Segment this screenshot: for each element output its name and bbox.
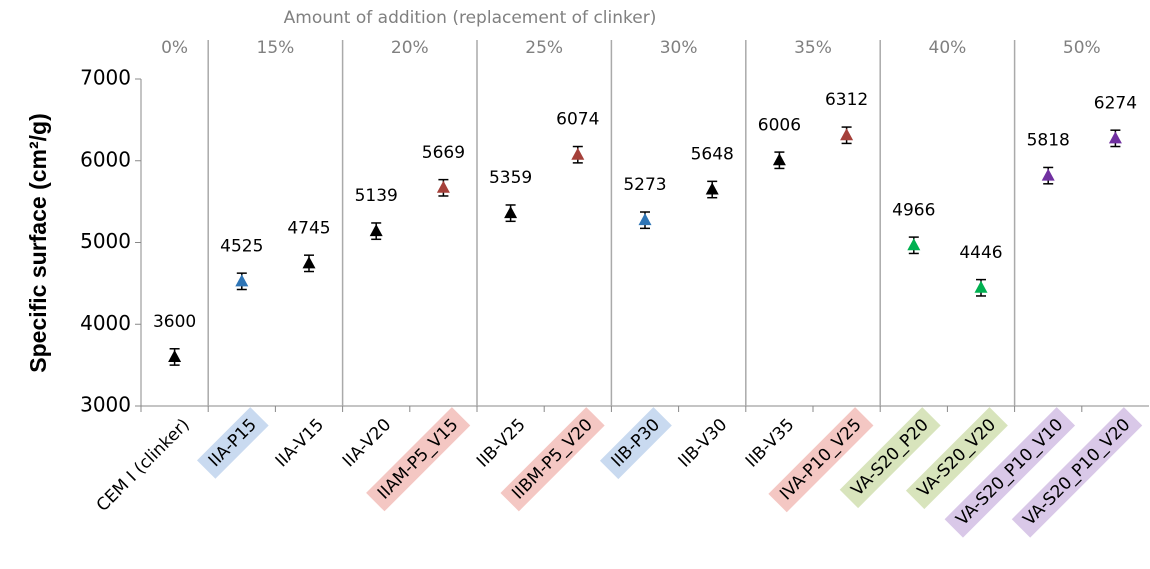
marker [302,256,316,269]
x-tick-label: IIB-V35 [742,415,799,472]
data-label: 5139 [355,186,398,206]
marker [369,224,383,237]
label-highlight [500,407,605,512]
label-highlight [768,407,874,513]
x-tick-label-group: VA-S20_P10_V10 [944,407,1076,538]
group-label: 20% [391,38,429,58]
x-tick-label: IIB-V25 [473,415,530,472]
y-tick-label: 7000 [80,66,131,90]
marker [840,128,854,141]
group-label: 0% [161,38,188,58]
label-highlight [944,407,1076,538]
label-highlight [197,407,269,479]
group-label: 25% [525,38,563,58]
group-label: 30% [660,38,698,58]
marker [1108,131,1122,144]
x-tick-label-group: VA-S20_P10_V20 [1011,407,1143,538]
y-tick-label: 6000 [80,147,131,171]
marker [504,206,518,219]
marker [974,280,988,293]
chart-title: Amount of addition (replacement of clink… [284,8,657,28]
data-label: 5359 [489,168,532,188]
label-highlight [1011,407,1143,538]
x-tick-label-group: CEM I (clinker) [93,415,194,516]
data-label: 4525 [220,236,263,256]
data-label: 6274 [1094,93,1137,113]
y-tick-label: 4000 [80,311,131,335]
group-label: 35% [794,38,832,58]
x-tick-label: IIA-V20 [339,415,395,471]
data-label: 5669 [422,143,465,163]
x-tick-label: IIB-P30 [608,415,664,471]
label-highlight [839,407,941,509]
data-label: 3600 [153,312,196,332]
x-tick-label: CEM I (clinker) [93,415,194,516]
data-label: 6312 [825,90,868,110]
marker [705,182,719,195]
data-label: 6006 [758,115,801,135]
data-label: 4446 [959,243,1002,263]
data-label: 5648 [691,145,734,165]
x-tick-label: IIA-V15 [272,415,328,471]
marker [1041,168,1055,181]
x-tick-label-group: IIA-P15 [197,407,269,479]
x-tick-label-group: IIB-V25 [473,415,530,472]
group-label: 15% [257,38,295,58]
x-tick-label-group: IIA-V20 [339,415,395,471]
marker [571,147,585,160]
x-tick-label: IIA-P15 [205,415,261,471]
marker [907,238,921,251]
label-highlight [599,407,672,480]
marker [772,153,786,166]
group-label: 50% [1063,38,1101,58]
data-label: 4966 [892,200,935,220]
marker [235,274,249,287]
x-tick-label: IIB-V30 [675,415,732,472]
y-tick-label: 3000 [80,393,131,417]
data-label: 6074 [556,110,599,130]
data-label: 4745 [287,218,330,238]
y-tick-label: 5000 [80,229,131,253]
y-axis-title: Specific surface (cm²/g) [25,113,51,372]
marker [436,180,450,193]
marker [168,349,182,362]
x-tick-label-group: IIB-V35 [742,415,799,472]
data-label: 5273 [623,175,666,195]
x-tick-label-group: IIA-V15 [272,415,328,471]
label-highlight [905,407,1008,510]
marker [638,213,652,226]
data-label: 5818 [1027,131,1070,151]
group-label: 40% [929,38,967,58]
x-tick-label-group: IIB-P30 [599,407,672,480]
label-highlight [366,407,471,512]
x-tick-label-group: IIB-V30 [675,415,732,472]
